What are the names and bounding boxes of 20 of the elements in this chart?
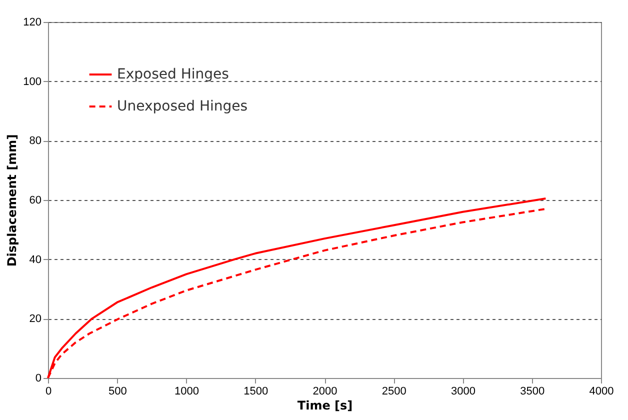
y-tick-label: 60: [29, 194, 42, 206]
x-tick-label: 1000: [174, 386, 199, 398]
y-tick-label: 40: [29, 254, 42, 266]
y-tick-label: 20: [29, 313, 42, 326]
x-tick-label: 3000: [451, 386, 476, 398]
y-tick-label: 100: [23, 76, 42, 88]
y-axis-title: Displacement [mm]: [5, 134, 20, 267]
x-tick-label: 3500: [520, 386, 545, 398]
x-tick-label: 500: [108, 386, 127, 398]
y-tick-label: 80: [29, 135, 42, 148]
legend-label: Unexposed Hinges: [117, 98, 248, 114]
x-tick-label: 2500: [382, 386, 406, 398]
y-tick-label: 120: [23, 16, 42, 28]
x-tick-label: 4000: [589, 386, 614, 398]
y-tick-label: 0: [35, 372, 42, 384]
x-tick-label: 2000: [312, 386, 338, 398]
x-axis-title: Time [s]: [297, 398, 353, 412]
x-tick-label: 1500: [244, 386, 268, 398]
legend-label: Exposed Hinges: [117, 66, 229, 82]
x-tick-label: 0: [45, 386, 52, 398]
